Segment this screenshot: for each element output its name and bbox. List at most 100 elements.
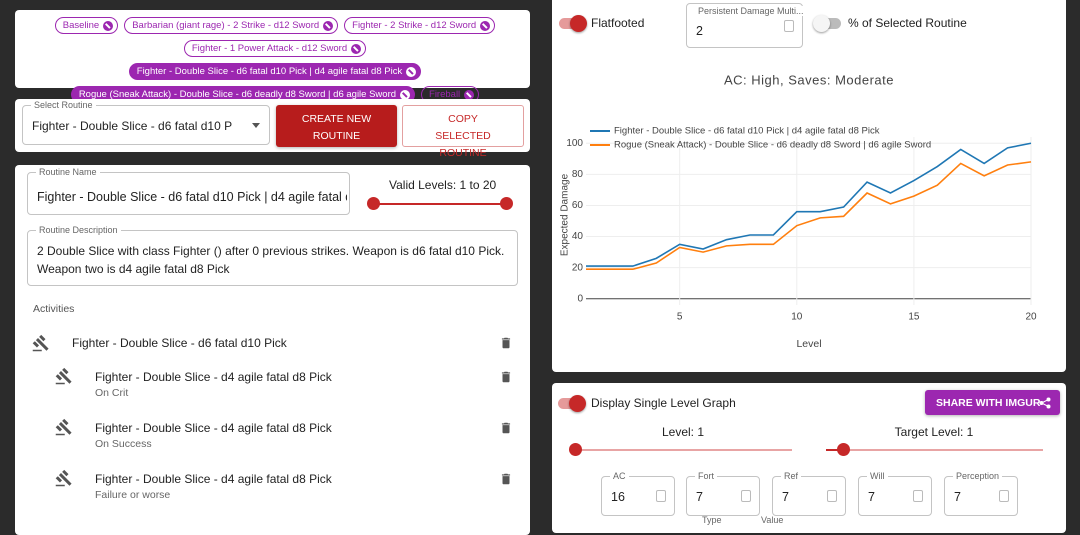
page: Baseline Barbarian (giant rage) - 2 Strik…: [0, 0, 1080, 521]
field-label: Routine Description: [36, 225, 121, 235]
copy-routine-button[interactable]: COPY SELECTED ROUTINE: [402, 105, 524, 159]
field-value: 2 Double Slice with class Fighter () aft…: [37, 244, 505, 276]
defense-field[interactable]: Will 7: [858, 471, 932, 516]
y-tick-label: 80: [572, 169, 584, 180]
x-axis-label: Level: [796, 338, 821, 350]
field-label: Type: [702, 515, 722, 525]
delete-icon[interactable]: [499, 336, 513, 355]
y-axis-label: Expected Damage: [560, 173, 571, 256]
spinner[interactable]: [913, 490, 923, 502]
share-button[interactable]: SHARE WITH IMGUR: [925, 390, 1060, 415]
routine-name-field[interactable]: Routine Name Fighter - Double Slice - d6…: [27, 167, 350, 215]
slider-thumb[interactable]: [837, 443, 850, 456]
persistent-multiplier-field[interactable]: Persistent Damage Multi... 2: [686, 3, 807, 48]
routine-chip[interactable]: Fighter - 2 Strike - d12 Sword: [344, 17, 496, 34]
percent-selected-switch[interactable]: [813, 15, 841, 32]
create-routine-button[interactable]: CREATE NEW ROUTINE: [276, 105, 397, 147]
chip-delete[interactable]: [103, 20, 114, 31]
defense-field[interactable]: Perception 7: [944, 471, 1018, 516]
chip-delete[interactable]: [406, 66, 417, 77]
field-value: 7: [868, 490, 875, 504]
activity-row: Fighter - Double Slice - d4 agile fatal …: [15, 415, 530, 455]
defense-field[interactable]: Ref 7: [772, 471, 846, 516]
spinner[interactable]: [827, 490, 837, 502]
y-tick-label: 0: [577, 293, 583, 304]
share-icon: [1039, 397, 1051, 409]
chip-delete[interactable]: [464, 89, 475, 100]
chart: AC: High, Saves: Moderate Level Expected…: [560, 72, 1037, 350]
routine-select[interactable]: Select Routine Fighter - Double Slice - …: [22, 100, 270, 145]
y-tick-label: 40: [572, 231, 584, 242]
data-line: [586, 142, 1032, 267]
spinner[interactable]: [656, 490, 666, 502]
spinner[interactable]: [784, 19, 794, 32]
delete-icon[interactable]: [499, 472, 513, 491]
legend-label: Rogue (Sneak Attack) - Double Slice - d6…: [614, 140, 931, 151]
activity-subtitle: On Crit: [95, 387, 129, 399]
activity-title: Fighter - Double Slice - d4 agile fatal …: [95, 370, 332, 384]
chart-title: AC: High, Saves: Moderate: [724, 72, 894, 87]
routine-chip[interactable]: Fighter - 1 Power Attack - d12 Sword: [183, 40, 367, 57]
single-level-switch[interactable]: [558, 395, 586, 412]
x-tick-label: 5: [677, 312, 683, 323]
target-level-slider[interactable]: [826, 443, 1043, 456]
chip-delete[interactable]: [323, 20, 334, 31]
activity-subtitle: Failure or worse: [95, 489, 171, 501]
field-value: 7: [954, 490, 961, 504]
gavel-icon: [55, 367, 73, 390]
y-tick-label: 100: [566, 138, 583, 149]
gavel-icon: [55, 418, 73, 441]
field-label: AC: [610, 471, 629, 481]
flatfooted-switch[interactable]: [559, 15, 587, 32]
routine-select-card: Select Routine Fighter - Double Slice - …: [15, 99, 530, 159]
dropdown-arrow: [252, 123, 260, 128]
x-tick-label: 10: [791, 312, 803, 323]
level-slider[interactable]: [569, 443, 792, 456]
field-label: Fort: [695, 471, 718, 481]
data-line: [586, 161, 1032, 271]
field-label: Value: [761, 515, 784, 525]
y-tick-label: 20: [572, 262, 584, 273]
activity-row: Fighter - Double Slice - d6 fatal d10 Pi…: [15, 334, 530, 374]
spinner[interactable]: [741, 490, 751, 502]
activity-title: Fighter - Double Slice - d4 agile fatal …: [95, 421, 332, 435]
activity-subtitle: On Success: [95, 438, 152, 450]
chip-delete[interactable]: [351, 43, 362, 54]
valid-levels-slider[interactable]: [367, 197, 513, 210]
chip-delete[interactable]: [480, 20, 491, 31]
slider-thumb[interactable]: [569, 443, 582, 456]
slider-thumb[interactable]: [367, 197, 380, 210]
field-label: Persistent Damage Multi...: [695, 6, 807, 16]
slider-thumb[interactable]: [500, 197, 513, 210]
valid-levels-label: Valid Levels: 1 to 20: [389, 178, 497, 192]
field-value: 7: [696, 490, 703, 504]
defense-field[interactable]: AC 16: [601, 471, 675, 516]
level-text: Level: 1: [661, 425, 705, 439]
switch-label: Flatfooted: [591, 16, 645, 30]
routine-chip[interactable]: Fighter - Double Slice - d6 fatal d10 Pi…: [128, 63, 422, 80]
routine-description-field[interactable]: Routine Description 2 Double Slice with …: [27, 225, 518, 286]
spinner[interactable]: [999, 490, 1009, 502]
activity-row: Fighter - Double Slice - d4 agile fatal …: [15, 466, 530, 506]
field-label: Select Routine: [31, 100, 96, 110]
field-value: Fighter - Double Slice - d6 fatal d10 Pi…: [32, 119, 232, 133]
chip-delete[interactable]: [400, 89, 411, 100]
routine-chip[interactable]: Baseline: [54, 17, 119, 34]
routine-chip[interactable]: Barbarian (giant rage) - 2 Strike - d12 …: [124, 17, 339, 34]
field-value: 16: [611, 490, 625, 504]
legend-label: Fighter - Double Slice - d6 fatal d10 Pi…: [614, 126, 880, 137]
button-label: SHARE WITH IMGUR: [936, 397, 1041, 409]
gavel-icon: [55, 469, 73, 492]
switch-label: Display Single Level Graph: [591, 396, 736, 410]
delete-icon[interactable]: [499, 421, 513, 440]
defense-field[interactable]: Fort 7: [686, 471, 760, 516]
field-label: Routine Name: [36, 167, 100, 177]
field-label: Will: [867, 471, 888, 481]
activities-heading: Activities: [33, 303, 75, 315]
activity-title: Fighter - Double Slice - d4 agile fatal …: [95, 472, 332, 486]
x-tick-label: 20: [1025, 312, 1037, 323]
graph-card: Flatfooted Persistent Damage Multi... 2 …: [552, 0, 1066, 372]
delete-icon[interactable]: [499, 370, 513, 389]
y-tick-label: 60: [572, 200, 584, 211]
switch-label: % of Selected Routine: [848, 16, 967, 30]
